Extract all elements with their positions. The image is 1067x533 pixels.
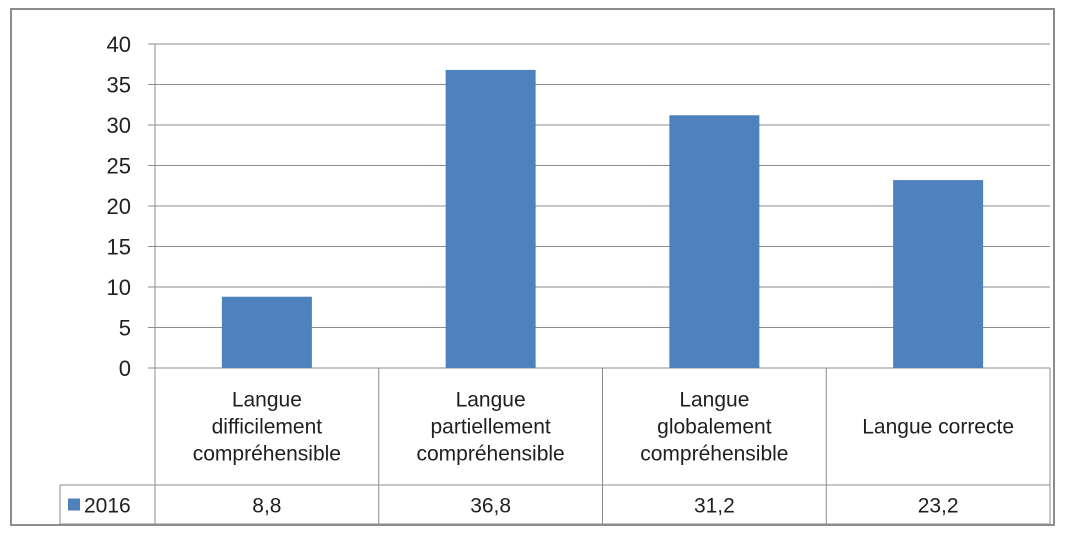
bar: [445, 69, 536, 369]
x-category-label: partiellement: [431, 416, 551, 439]
x-category-label: compréhensible: [193, 443, 341, 466]
y-tick-label: 15: [107, 235, 131, 260]
y-tick-label: 35: [107, 73, 131, 98]
y-tick-label: 25: [107, 154, 131, 179]
bar: [221, 296, 312, 368]
y-tick-label: 0: [119, 356, 131, 381]
x-category-label: difficilement: [212, 416, 323, 439]
data-table-value: 36,8: [470, 495, 511, 518]
data-table-value: 23,2: [918, 495, 959, 518]
x-category-label: globalement: [657, 416, 772, 439]
legend-label: 2016: [84, 495, 131, 518]
y-tick-label: 20: [107, 194, 131, 219]
data-table-value: 31,2: [694, 495, 735, 518]
bar: [669, 115, 760, 368]
legend-swatch: [68, 498, 80, 511]
y-tick-label: 30: [107, 113, 131, 138]
y-tick-label: 40: [107, 32, 131, 57]
y-tick-label: 10: [107, 275, 131, 300]
x-category-label: Langue: [456, 389, 526, 412]
bar: [893, 180, 984, 368]
x-category-label: compréhensible: [640, 443, 788, 466]
y-tick-label: 5: [119, 316, 131, 341]
x-category-label: Langue: [679, 389, 749, 412]
data-table-value: 8,8: [252, 495, 281, 518]
x-category-label: compréhensible: [416, 443, 564, 466]
x-category-label: Langue correcte: [862, 416, 1014, 439]
x-category-label: Langue: [232, 389, 302, 412]
